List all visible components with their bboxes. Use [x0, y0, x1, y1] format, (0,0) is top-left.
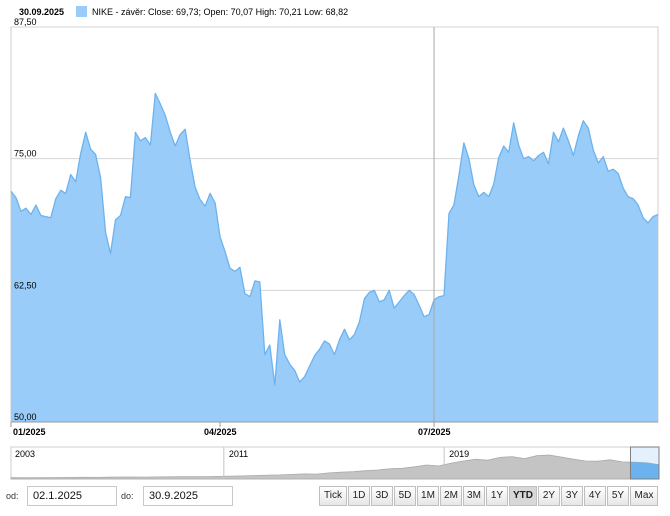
price-chart[interactable]: 87,50 75,00 62,50 50,00 01/2025 04/2025 07/202…	[0, 0, 670, 444]
range-button-3m[interactable]: 3M	[463, 486, 485, 506]
y-tick-label: 75,00	[14, 149, 37, 159]
range-button-ytd[interactable]: YTD	[509, 486, 537, 506]
range-button-tick[interactable]: Tick	[319, 486, 347, 506]
range-button-1m[interactable]: 1M	[417, 486, 439, 506]
y-tick-label: 87,50	[14, 17, 37, 27]
x-tick-label: 07/2025	[418, 427, 451, 437]
navigator-selection-window	[629, 446, 660, 480]
range-button-5d[interactable]: 5D	[394, 486, 416, 506]
y-tick-label: 50,00	[14, 412, 37, 422]
series-line	[10, 92, 659, 386]
from-date-input[interactable]	[27, 486, 117, 506]
range-button-5y[interactable]: 5Y	[607, 486, 629, 506]
legend-swatch	[76, 6, 87, 17]
from-label: od:	[6, 491, 19, 501]
navigator-year-label: 2019	[449, 449, 469, 459]
to-date-input[interactable]	[143, 486, 233, 506]
range-button-3y[interactable]: 3Y	[561, 486, 583, 506]
x-tick-label: 01/2025	[13, 427, 46, 437]
to-label: do:	[121, 491, 134, 501]
navigator-chart[interactable]: 2003 2011 2019	[0, 444, 670, 482]
legend-text: NIKE - závěr: Close: 69,73; Open: 70,07 …	[92, 6, 349, 17]
legend: NIKE - závěr: Close: 69,73; Open: 70,07 …	[76, 6, 348, 17]
y-tick-label: 62,50	[14, 280, 37, 290]
series-area	[11, 93, 658, 423]
range-button-max[interactable]: Max	[630, 486, 658, 506]
range-button-1y[interactable]: 1Y	[486, 486, 508, 506]
range-button-3d[interactable]: 3D	[371, 486, 393, 506]
navigator-area	[10, 454, 660, 480]
navigator-year-label: 2003	[15, 449, 35, 459]
range-button-2y[interactable]: 2Y	[538, 486, 560, 506]
range-button-2m[interactable]: 2M	[440, 486, 462, 506]
current-date: 30.09.2025	[19, 7, 65, 17]
range-button-4y[interactable]: 4Y	[584, 486, 606, 506]
navigator-year-label: 2011	[229, 449, 248, 459]
navigator-selection-area	[630, 462, 659, 479]
x-tick-label: 04/2025	[204, 427, 237, 437]
range-button-1d[interactable]: 1D	[348, 486, 370, 506]
